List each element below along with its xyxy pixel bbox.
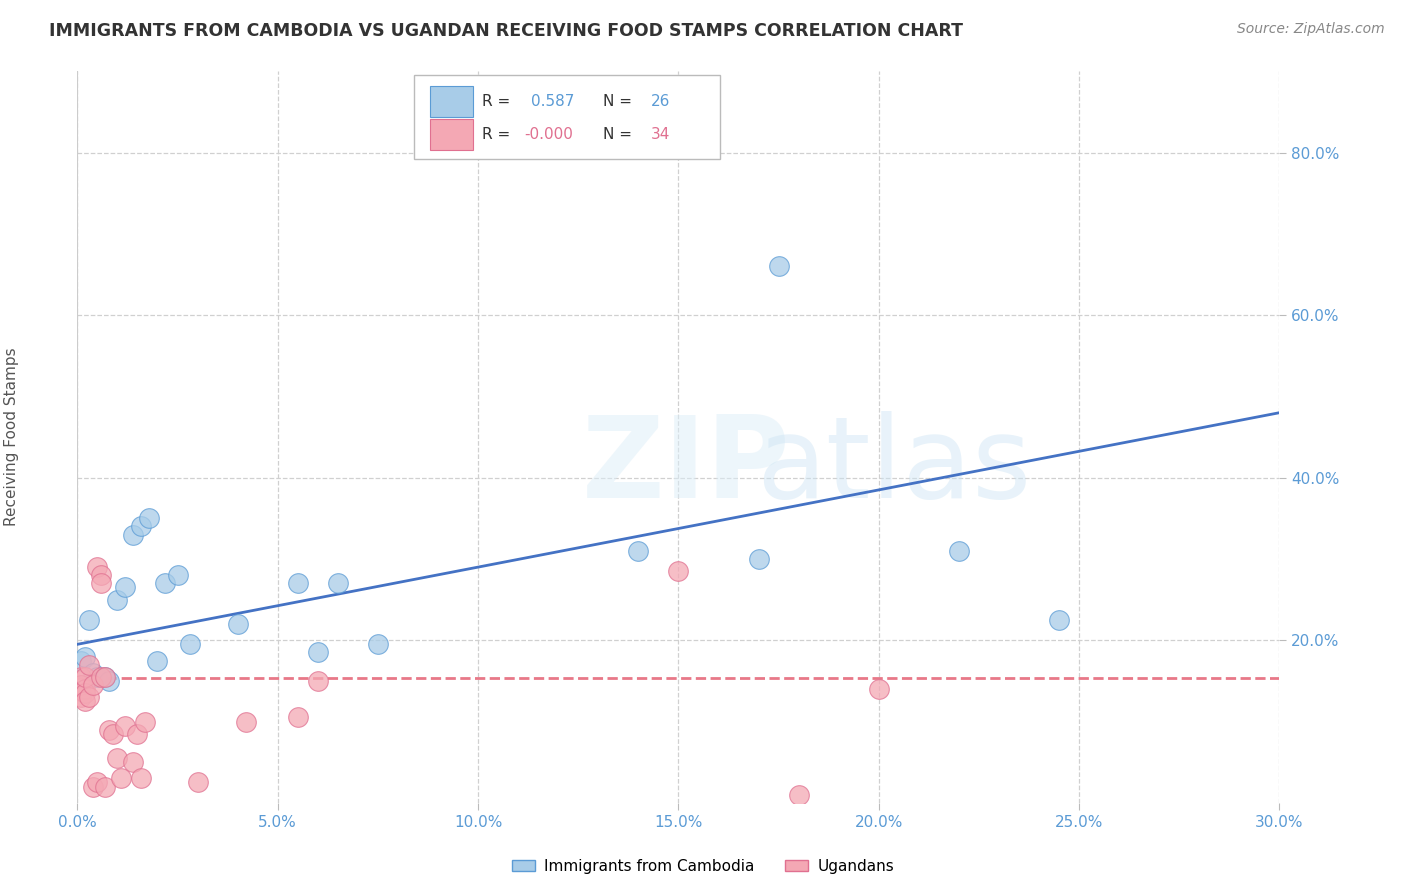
Point <box>326 576 349 591</box>
Point <box>235 714 257 729</box>
Point <box>94 670 117 684</box>
Point <box>94 670 117 684</box>
Point <box>122 755 145 769</box>
Point <box>748 552 770 566</box>
Point <box>131 772 153 786</box>
Point <box>948 544 970 558</box>
Point <box>179 637 201 651</box>
Point <box>307 645 329 659</box>
Text: -0.000: -0.000 <box>524 127 574 142</box>
Text: ZIP: ZIP <box>582 411 790 522</box>
Point <box>768 260 790 274</box>
Point <box>107 751 129 765</box>
Legend: Immigrants from Cambodia, Ugandans: Immigrants from Cambodia, Ugandans <box>506 853 900 880</box>
Point <box>79 657 101 672</box>
Point <box>75 686 97 700</box>
FancyBboxPatch shape <box>430 86 472 117</box>
Point <box>287 710 309 724</box>
Point <box>131 519 153 533</box>
Point <box>787 788 810 802</box>
Point <box>70 670 93 684</box>
Text: IMMIGRANTS FROM CAMBODIA VS UGANDAN RECEIVING FOOD STAMPS CORRELATION CHART: IMMIGRANTS FROM CAMBODIA VS UGANDAN RECE… <box>49 22 963 40</box>
Point <box>90 568 112 582</box>
Point <box>155 576 177 591</box>
Point <box>226 617 249 632</box>
Point <box>134 714 156 729</box>
Point <box>114 581 136 595</box>
Point <box>86 775 108 789</box>
FancyBboxPatch shape <box>413 75 720 159</box>
Point <box>90 576 112 591</box>
Text: Source: ZipAtlas.com: Source: ZipAtlas.com <box>1237 22 1385 37</box>
Point <box>94 780 117 794</box>
Point <box>287 576 309 591</box>
Point <box>110 772 132 786</box>
Point <box>127 727 149 741</box>
Point <box>1047 613 1070 627</box>
Point <box>668 564 690 578</box>
Point <box>75 694 97 708</box>
Point <box>82 678 104 692</box>
Point <box>70 678 93 692</box>
Point <box>70 654 93 668</box>
Point <box>75 670 97 684</box>
Text: Receiving Food Stamps: Receiving Food Stamps <box>4 348 18 526</box>
Point <box>166 568 188 582</box>
Text: atlas: atlas <box>756 411 1032 522</box>
Text: R =: R = <box>482 94 516 109</box>
Point <box>86 560 108 574</box>
Point <box>138 511 160 525</box>
Point <box>98 673 121 688</box>
Point <box>114 718 136 732</box>
Point <box>107 592 129 607</box>
Point <box>82 665 104 680</box>
Point <box>367 637 389 651</box>
Point <box>627 544 650 558</box>
Point <box>75 681 97 696</box>
Point <box>103 727 125 741</box>
Point <box>70 690 93 705</box>
FancyBboxPatch shape <box>430 119 472 150</box>
Text: N =: N = <box>603 127 637 142</box>
Point <box>868 681 890 696</box>
Point <box>86 670 108 684</box>
Text: R =: R = <box>482 127 516 142</box>
Point <box>90 670 112 684</box>
Point <box>307 673 329 688</box>
Text: N =: N = <box>603 94 637 109</box>
Point <box>82 780 104 794</box>
Point <box>146 654 169 668</box>
Text: 34: 34 <box>651 127 671 142</box>
Point <box>79 690 101 705</box>
Point <box>122 527 145 541</box>
Point <box>79 613 101 627</box>
Point <box>98 723 121 737</box>
Text: 0.587: 0.587 <box>530 94 574 109</box>
Text: 26: 26 <box>651 94 671 109</box>
Point <box>75 649 97 664</box>
Point <box>186 775 209 789</box>
